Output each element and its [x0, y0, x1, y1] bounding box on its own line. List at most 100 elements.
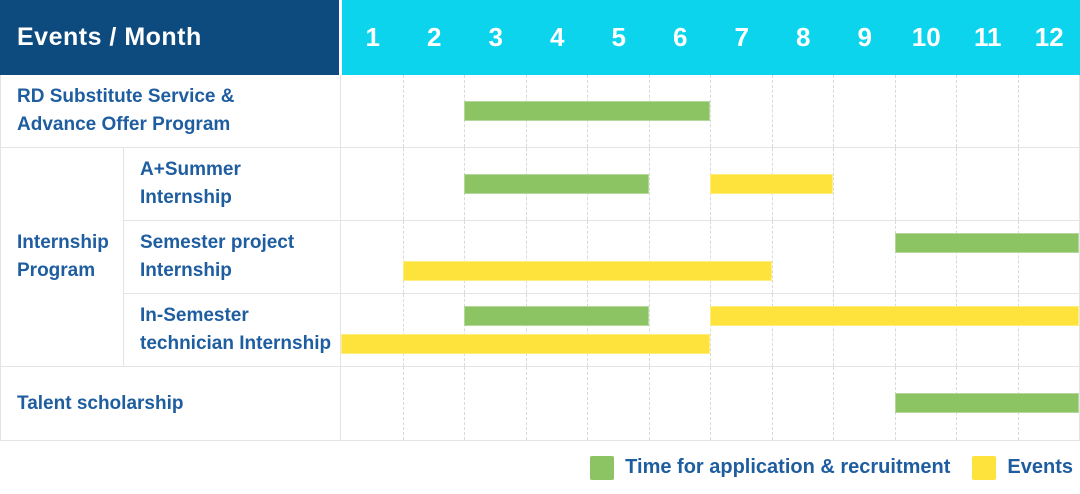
- month-gridline: [771, 221, 773, 293]
- chart-row-talent-scholarship: [340, 367, 1079, 440]
- row-label-line: A+Summer: [140, 159, 241, 180]
- legend-label: Events: [1007, 456, 1073, 478]
- month-gridline: [648, 221, 650, 293]
- month-gridline: [648, 148, 650, 220]
- month-label: 2: [427, 22, 442, 52]
- month-gridline: [710, 75, 711, 147]
- row-label-line: RD Substitute Service &: [17, 86, 235, 107]
- month-label: 6: [673, 22, 688, 52]
- row-label-semester-project-internship: Semester project Internship: [124, 221, 340, 294]
- row-label-in-semester-technician-internship: In-Semester technician Internship: [124, 294, 340, 367]
- row-label-talent-scholarship: Talent scholarship: [1, 367, 340, 440]
- month-gridline: [1017, 75, 1019, 147]
- month-gridline: [402, 294, 404, 366]
- month-label: 9: [857, 22, 872, 52]
- chart-row-rd-substitute-service: [340, 75, 1079, 148]
- month-gridline: [710, 294, 711, 366]
- month-gridline: [402, 148, 404, 220]
- table-header: Events / Month 1 2 3 4 5 6 7 8 9 10 11 1…: [0, 0, 1080, 75]
- month-header-row: 1 2 3 4 5 6 7 8 9 10 11 12: [342, 0, 1080, 75]
- month-gridline: [464, 221, 465, 293]
- gantt-bar: [464, 101, 710, 121]
- month-gridline: [771, 294, 773, 366]
- header-divider-gap: [339, 0, 342, 75]
- month-gridline: [894, 221, 896, 293]
- yellow-swatch-icon: [972, 455, 997, 480]
- corner-header-cell: Events / Month: [0, 0, 339, 75]
- row-label-a-plus-summer-internship: A+Summer Internship: [124, 148, 340, 221]
- month-gridline: [833, 367, 834, 440]
- month-gridline: [894, 294, 896, 366]
- month-label: 1: [365, 22, 380, 52]
- legend-item-application-recruitment: Time for application & recruitment: [590, 455, 951, 480]
- month-gridline: [402, 367, 404, 440]
- row-label-rd-substitute-service: RD Substitute Service & Advance Offer Pr…: [1, 75, 340, 148]
- month-gridline: [894, 75, 896, 147]
- gantt-bar: [464, 306, 649, 326]
- month-gridline: [464, 294, 465, 366]
- month-gridline: [1017, 294, 1019, 366]
- month-label: 3: [488, 22, 503, 52]
- month-label: 4: [550, 22, 565, 52]
- month-gridline: [587, 221, 588, 293]
- month-gridline: [771, 367, 773, 440]
- chart-row-semester-project-internship: [340, 221, 1079, 294]
- month-gridline: [525, 294, 527, 366]
- month-gridline: [464, 367, 465, 440]
- month-gridline: [956, 221, 957, 293]
- month-gridline: [833, 148, 834, 220]
- legend-label: Time for application & recruitment: [625, 456, 951, 478]
- gantt-bar: [464, 174, 649, 194]
- group-label-line: Program: [17, 260, 96, 281]
- month-gridline: [525, 221, 527, 293]
- gantt-bar: [894, 233, 1079, 253]
- row-label-line: Semester project: [140, 232, 295, 253]
- legend-item-events: Events: [972, 455, 1073, 480]
- gantt-bar: [710, 306, 1079, 326]
- month-gridline: [833, 294, 834, 366]
- month-gridline: [648, 367, 650, 440]
- month-gridline: [402, 221, 404, 293]
- month-gridline: [833, 221, 834, 293]
- gantt-body: RD Substitute Service & Advance Offer Pr…: [0, 75, 1080, 441]
- month-gridline: [587, 294, 588, 366]
- month-gridline: [1017, 148, 1019, 220]
- row-label-line: In-Semester: [140, 305, 249, 326]
- gantt-bar: [402, 261, 772, 281]
- month-gridline: [956, 75, 957, 147]
- row-label-line: technician Internship: [140, 333, 332, 354]
- month-gridline: [402, 75, 404, 147]
- month-gridline: [525, 367, 527, 440]
- month-gridline: [956, 294, 957, 366]
- gantt-bar: [341, 334, 710, 354]
- month-label: 5: [611, 22, 626, 52]
- month-gridline: [648, 294, 650, 366]
- chart-row-a-plus-summer-internship: [340, 148, 1079, 221]
- month-gridline: [710, 367, 711, 440]
- green-swatch-icon: [590, 455, 615, 480]
- gantt-bar: [710, 174, 833, 194]
- month-gridline: [710, 221, 711, 293]
- month-label: 12: [1034, 22, 1064, 52]
- row-label-line: Internship: [140, 187, 232, 208]
- row-label-line: Internship: [140, 260, 232, 281]
- corner-header-label: Events / Month: [17, 23, 202, 51]
- month-label: 7: [734, 22, 749, 52]
- row-label-line: Talent scholarship: [17, 392, 184, 414]
- month-gridline: [894, 148, 896, 220]
- month-gridline: [587, 367, 588, 440]
- month-gridline: [833, 75, 834, 147]
- legend: Time for application & recruitment Event…: [0, 441, 1080, 494]
- row-label-line: Advance Offer Program: [17, 114, 231, 135]
- month-label: 10: [911, 22, 941, 52]
- gantt-bar: [894, 393, 1079, 413]
- group-label-line: Internship: [17, 232, 109, 253]
- month-gridline: [771, 75, 773, 147]
- group-label-internship-program: Internship Program: [1, 148, 124, 367]
- month-label: 8: [796, 22, 811, 52]
- month-gridline: [1017, 221, 1019, 293]
- chart-row-in-semester-technician-internship: [340, 294, 1079, 367]
- month-label: 11: [974, 22, 1002, 52]
- month-gridline: [956, 148, 957, 220]
